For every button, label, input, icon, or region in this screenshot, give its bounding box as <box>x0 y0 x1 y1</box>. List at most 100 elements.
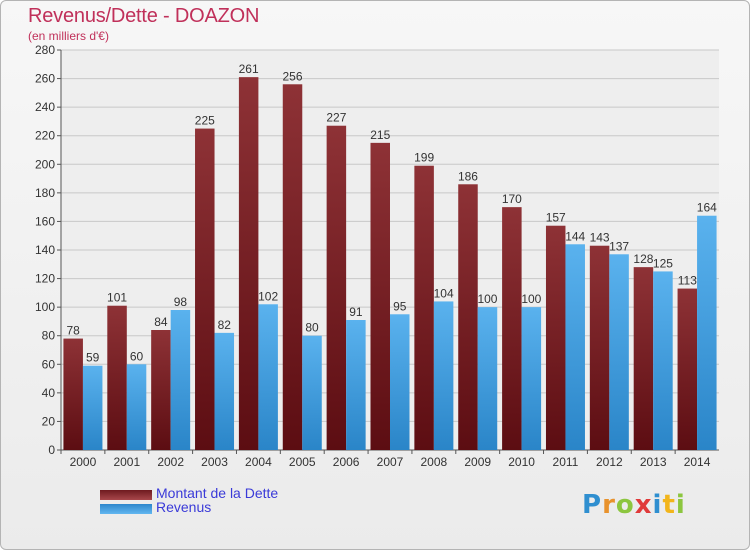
logo-letter: i <box>675 490 686 520</box>
bar-dette <box>195 128 215 451</box>
data-label-dette: 261 <box>239 62 259 76</box>
bar-dette <box>282 84 303 451</box>
data-label-revenus: 80 <box>305 321 319 335</box>
bar-dette <box>326 125 347 450</box>
bar-revenus <box>390 314 410 450</box>
logo-letter: r <box>602 490 616 520</box>
y-tick-label: 80 <box>42 329 56 343</box>
bar-dette <box>458 184 478 451</box>
bar-revenus <box>170 310 191 450</box>
x-tick-label: 2008 <box>421 455 448 469</box>
data-label-revenus: 82 <box>218 318 232 332</box>
bar-dette <box>63 338 83 450</box>
chart-title: Revenus/Dette - DOAZON <box>28 5 260 27</box>
legend-label-dette: Montant de la Dette <box>156 485 279 501</box>
x-tick-label: 2014 <box>684 455 711 469</box>
data-label-revenus: 102 <box>258 289 278 303</box>
data-label-dette: 215 <box>370 128 390 142</box>
bar-dette <box>633 267 654 450</box>
x-tick-label: 2013 <box>640 455 667 469</box>
proxiti-logo: Proxiti <box>582 490 686 520</box>
data-label-revenus: 125 <box>653 256 673 270</box>
logo-letter: P <box>582 490 603 520</box>
data-label-revenus: 164 <box>697 201 717 215</box>
bar-revenus <box>697 215 717 450</box>
logo-letter: o <box>615 490 635 520</box>
y-tick-label: 40 <box>42 386 56 400</box>
bar-dette <box>677 288 698 450</box>
y-tick-label: 280 <box>35 43 55 57</box>
bar-revenus <box>302 335 322 450</box>
x-tick-label: 2006 <box>333 455 360 469</box>
legend-label-revenus: Revenus <box>156 499 212 515</box>
y-tick-label: 180 <box>35 186 55 200</box>
x-tick-label: 2001 <box>113 455 140 469</box>
data-label-dette: 199 <box>414 151 434 165</box>
data-label-revenus: 59 <box>86 351 100 365</box>
y-tick-label: 260 <box>35 72 55 86</box>
bar-revenus <box>653 271 673 450</box>
y-tick-label: 20 <box>42 414 56 428</box>
bar-revenus <box>433 301 454 450</box>
bar-revenus <box>82 365 103 450</box>
data-label-revenus: 91 <box>349 305 363 319</box>
x-tick-label: 2007 <box>377 455 404 469</box>
bar-revenus <box>477 307 498 450</box>
bar-dette <box>589 245 610 450</box>
x-tick-label: 2012 <box>596 455 623 469</box>
data-label-revenus: 98 <box>174 295 188 309</box>
logo-letter: t <box>662 490 676 520</box>
data-label-revenus: 95 <box>393 299 407 313</box>
y-tick-label: 240 <box>35 100 55 114</box>
logo-letter: i <box>652 490 663 520</box>
legend-swatch-revenus <box>100 504 152 514</box>
bar-dette <box>370 142 390 450</box>
bar-revenus <box>521 307 542 450</box>
y-tick-label: 0 <box>48 443 55 457</box>
bar-revenus <box>258 304 278 450</box>
data-label-dette: 170 <box>502 192 522 206</box>
logo-letter: x <box>634 490 653 520</box>
y-tick-label: 200 <box>35 157 55 171</box>
legend-swatch-dette <box>100 490 152 500</box>
data-label-revenus: 144 <box>565 229 585 243</box>
y-tick-label: 100 <box>35 300 55 314</box>
data-label-dette: 186 <box>458 169 478 183</box>
bar-dette <box>238 77 259 451</box>
bar-revenus <box>346 320 366 450</box>
data-label-revenus: 60 <box>130 349 144 363</box>
y-tick-label: 60 <box>42 357 56 371</box>
bar-dette <box>151 330 171 450</box>
data-label-dette: 256 <box>283 69 303 83</box>
x-tick-label: 2003 <box>201 455 228 469</box>
data-label-dette: 84 <box>154 315 168 329</box>
y-tick-label: 140 <box>35 243 55 257</box>
bar-revenus <box>126 364 147 450</box>
bar-revenus <box>565 244 585 450</box>
bar-dette <box>545 225 566 450</box>
y-tick-label: 160 <box>35 214 55 228</box>
bar-dette <box>414 165 434 450</box>
data-label-dette: 227 <box>326 111 346 125</box>
data-label-dette: 101 <box>107 291 127 305</box>
x-tick-label: 2005 <box>289 455 316 469</box>
bar-revenus <box>609 254 629 450</box>
data-label-dette: 225 <box>195 114 215 128</box>
x-tick-label: 2011 <box>553 455 579 469</box>
bar-dette <box>107 305 127 450</box>
data-label-dette: 113 <box>678 274 697 288</box>
data-label-revenus: 100 <box>477 292 497 306</box>
x-tick-label: 2010 <box>508 455 535 469</box>
y-tick-label: 120 <box>35 272 55 286</box>
data-label-dette: 128 <box>633 252 653 266</box>
data-label-dette: 78 <box>67 324 81 338</box>
bar-dette <box>502 207 522 450</box>
data-label-revenus: 104 <box>434 286 454 300</box>
data-label-dette: 143 <box>590 231 610 245</box>
x-tick-label: 2002 <box>157 455 184 469</box>
data-label-dette: 157 <box>546 211 566 225</box>
x-tick-label: 2004 <box>245 455 272 469</box>
x-tick-label: 2009 <box>464 455 491 469</box>
bar-revenus <box>214 332 235 450</box>
